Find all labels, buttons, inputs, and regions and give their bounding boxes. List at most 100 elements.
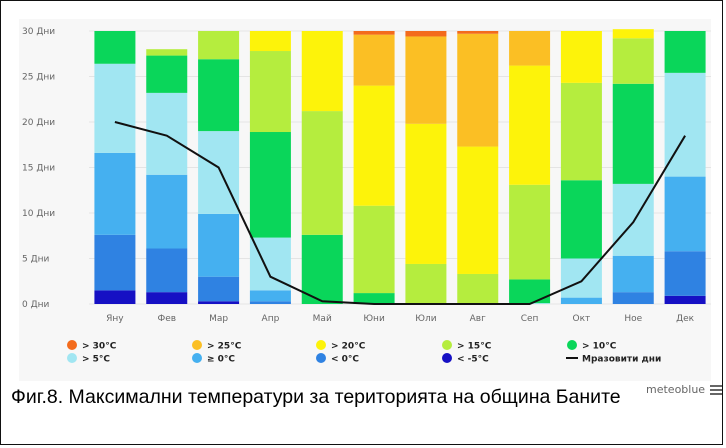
- figure-caption: Фиг.8. Максимални температури за територ…: [11, 386, 621, 408]
- bar-segment[interactable]: [612, 83, 654, 184]
- legend-dot-marker: [442, 340, 452, 350]
- bar-segment[interactable]: [198, 59, 240, 132]
- bar-segment[interactable]: [146, 248, 188, 293]
- y-tick-label: 0 Дни: [22, 300, 50, 310]
- bar-segment[interactable]: [146, 55, 188, 93]
- bar-segment[interactable]: [94, 152, 136, 235]
- bar-segment[interactable]: [457, 146, 499, 274]
- bar-segment[interactable]: [457, 33, 499, 147]
- bar-segment[interactable]: [94, 234, 136, 291]
- bar-segment[interactable]: [353, 205, 395, 294]
- bar-segment[interactable]: [146, 292, 188, 304]
- legend-label[interactable]: > 20°C: [331, 342, 366, 352]
- legend-dot-marker: [567, 340, 577, 350]
- legend-dot-marker: [192, 340, 202, 350]
- bar-segment[interactable]: [249, 301, 291, 304]
- x-tick-label: Мар: [209, 314, 228, 324]
- bar-segment[interactable]: [560, 180, 602, 259]
- bar-segment[interactable]: [198, 131, 240, 214]
- bar-segment[interactable]: [405, 123, 447, 264]
- legend-dot-marker: [67, 340, 77, 350]
- x-tick-label: Апр: [262, 314, 280, 324]
- bar-segment[interactable]: [664, 251, 706, 296]
- bar-segment[interactable]: [405, 36, 447, 124]
- legend-label[interactable]: > 30°C: [82, 342, 117, 352]
- legend-dot-marker: [316, 353, 326, 363]
- bar-segment[interactable]: [198, 213, 240, 277]
- y-tick-label: 30 Дни: [22, 27, 55, 37]
- bar-segment[interactable]: [612, 29, 654, 39]
- bar-segment[interactable]: [509, 279, 551, 304]
- legend-label[interactable]: > 10°C: [582, 342, 617, 352]
- x-tick-label: Окт: [573, 314, 591, 324]
- x-tick-label: Ное: [624, 314, 642, 324]
- bar-segment[interactable]: [560, 297, 602, 304]
- x-tick-label: Юли: [415, 314, 436, 324]
- bar-segment[interactable]: [457, 31, 499, 34]
- bar-segment[interactable]: [612, 38, 654, 84]
- bar-segment[interactable]: [146, 49, 188, 56]
- bar-segment[interactable]: [301, 31, 343, 112]
- bar-segment[interactable]: [405, 31, 447, 37]
- bar-segment[interactable]: [664, 295, 706, 304]
- bar-segment[interactable]: [249, 290, 291, 302]
- bar-segment[interactable]: [146, 174, 188, 249]
- x-tick-label: Май: [313, 314, 332, 324]
- bar-segment[interactable]: [664, 176, 706, 252]
- bar-segment[interactable]: [353, 293, 395, 304]
- legend-label[interactable]: > 5°C: [82, 355, 110, 365]
- bar-segment[interactable]: [198, 276, 240, 302]
- bar-segment[interactable]: [612, 183, 654, 256]
- bar-segment[interactable]: [353, 85, 395, 206]
- x-tick-label: Юни: [363, 314, 385, 324]
- legend-dot-marker: [442, 353, 452, 363]
- x-tick-label: Яну: [106, 314, 124, 324]
- bar-segment[interactable]: [509, 184, 551, 280]
- bar-segment[interactable]: [405, 263, 447, 304]
- x-tick-label: Фев: [157, 314, 176, 324]
- stacked-bar-chart: 0 Дни 5 Дни 10 Дни 15 Дни 20 Дни 25 Дни 30 Дни…: [22, 27, 711, 365]
- meteoblue-brand-label[interactable]: meteoblue: [646, 383, 706, 396]
- hamburger-menu-icon[interactable]: [710, 385, 722, 395]
- bar-segment[interactable]: [509, 65, 551, 185]
- y-tick-label: 5 Дни: [22, 255, 50, 265]
- legend-dot-marker: [316, 340, 326, 350]
- y-tick-label: 10 Дни: [22, 209, 55, 219]
- x-tick-label: Дек: [676, 314, 695, 324]
- y-tick-label: 15 Дни: [22, 164, 55, 174]
- chart-panel: 0 Дни 5 Дни 10 Дни 15 Дни 20 Дни 25 Дни 30 Дни…: [19, 19, 722, 396]
- bar-segment[interactable]: [249, 132, 291, 238]
- bar-segment[interactable]: [664, 31, 706, 73]
- bar-segment[interactable]: [509, 31, 551, 66]
- bar-segment[interactable]: [94, 31, 136, 64]
- legend-label[interactable]: > 15°C: [457, 342, 492, 352]
- bar-segment[interactable]: [353, 34, 395, 86]
- bar-segment[interactable]: [353, 31, 395, 35]
- bar-segment[interactable]: [94, 290, 136, 304]
- legend-dot-marker: [192, 353, 202, 363]
- frost-days-line[interactable]: [114, 121, 686, 305]
- bar-segment[interactable]: [249, 31, 291, 52]
- y-tick-label: 25 Дни: [22, 73, 55, 83]
- y-tick-label: 20 Дни: [22, 118, 55, 128]
- bar-segment[interactable]: [560, 82, 602, 181]
- bar-segment[interactable]: [612, 255, 654, 293]
- bar-segment[interactable]: [560, 31, 602, 83]
- bar-segment[interactable]: [457, 273, 499, 304]
- x-tick-label: Сеп: [521, 314, 539, 324]
- bar-segment[interactable]: [198, 31, 240, 60]
- legend-label[interactable]: > 25°C: [207, 342, 242, 352]
- bar-segment[interactable]: [301, 234, 343, 304]
- bar-segment[interactable]: [198, 301, 240, 304]
- bar-segment[interactable]: [249, 51, 291, 133]
- bar-segment[interactable]: [612, 292, 654, 304]
- legend-dot-marker: [67, 353, 77, 363]
- legend-label[interactable]: < -5°C: [457, 355, 489, 365]
- legend-label[interactable]: Мразовити дни: [582, 355, 661, 365]
- bar-segment[interactable]: [146, 92, 188, 175]
- bar-segment[interactable]: [301, 111, 343, 235]
- legend-label[interactable]: < 0°C: [331, 355, 359, 365]
- bar-segment[interactable]: [94, 63, 136, 153]
- legend-label[interactable]: ≥ 0°C: [207, 355, 235, 365]
